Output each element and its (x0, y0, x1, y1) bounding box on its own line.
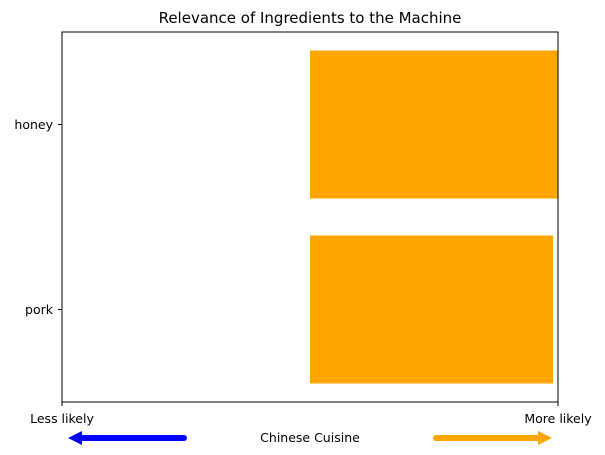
more-likely-arrow (433, 431, 552, 445)
less-likely-arrow (68, 431, 187, 445)
x-end-label-right: More likely (524, 411, 592, 426)
y-tick-label: pork (25, 302, 54, 317)
y-ticks: pork honey (14, 117, 559, 406)
plot-frame (61, 31, 559, 403)
bar-honey (310, 50, 558, 199)
bars-group (310, 50, 558, 384)
bar-pork (310, 235, 554, 384)
x-axis-label: Chinese Cuisine (260, 430, 360, 445)
chart-title: Relevance of Ingredients to the Machine (159, 9, 462, 27)
y-tick-label: honey (14, 117, 53, 132)
x-end-label-left: Less likely (30, 411, 94, 426)
